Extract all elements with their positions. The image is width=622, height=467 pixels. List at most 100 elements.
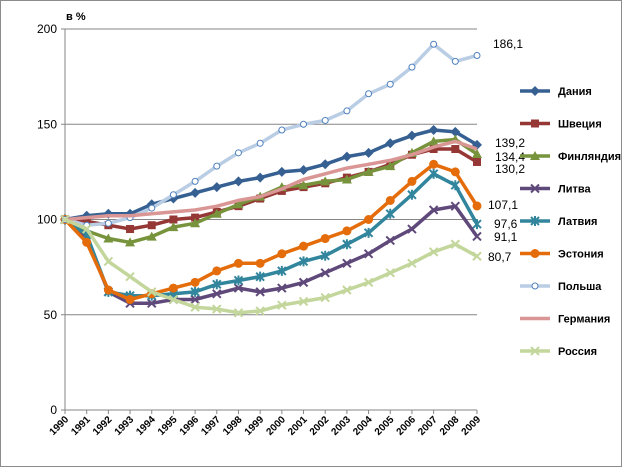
data-point (450, 239, 461, 249)
data-point (385, 268, 395, 278)
data-point (298, 277, 309, 288)
data-point (406, 130, 417, 141)
data-point (429, 159, 439, 169)
data-point (300, 120, 308, 128)
data-point (147, 287, 157, 297)
data-point (81, 224, 92, 234)
data-point (125, 295, 135, 305)
data-point (385, 208, 395, 219)
data-point (125, 237, 136, 247)
x-tick-label: 2006 (395, 414, 419, 438)
y-tick-label: 0 (50, 403, 57, 417)
data-point (190, 286, 200, 297)
x-tick-label: 1998 (221, 414, 245, 438)
data-point (190, 294, 200, 305)
data-point (429, 145, 438, 154)
data-point (82, 237, 92, 247)
data-point (277, 300, 287, 310)
data-point (451, 145, 460, 154)
legend-label: Германия (558, 314, 610, 326)
data-point (234, 149, 242, 157)
data-point (343, 107, 351, 115)
x-tick-label: 2004 (351, 414, 375, 438)
data-point (428, 205, 439, 215)
legend-label: Россия (558, 346, 597, 358)
data-point (103, 233, 114, 243)
data-point (450, 167, 460, 177)
data-point (211, 182, 222, 193)
value-label: 134,4 (495, 150, 525, 164)
x-tick-label: 1996 (178, 414, 202, 438)
data-point (168, 283, 178, 293)
y-tick-label: 50 (44, 308, 58, 322)
data-point (407, 189, 417, 200)
legend-label: Литва (558, 184, 591, 196)
data-point (169, 215, 178, 224)
x-tick-label: 2000 (264, 414, 288, 438)
data-point (213, 162, 221, 170)
data-point (408, 63, 416, 71)
x-tick-label: 1999 (243, 414, 267, 438)
x-tick-label: 1992 (91, 414, 115, 438)
data-point (298, 256, 309, 267)
series-line (64, 139, 478, 222)
data-point (385, 195, 395, 205)
legend-swatch-marker (530, 216, 540, 226)
x-tick-label: 1990 (48, 414, 72, 438)
data-point (320, 250, 330, 261)
data-point (212, 304, 222, 314)
data-point (298, 296, 309, 307)
data-point (190, 277, 200, 287)
data-point (428, 247, 439, 257)
data-point (320, 176, 331, 186)
value-label: 91,1 (494, 230, 518, 244)
data-point (298, 164, 309, 175)
x-tick-label: 2002 (308, 414, 332, 438)
x-tick-label: 1995 (156, 414, 180, 438)
data-point (212, 279, 222, 290)
data-point (472, 148, 482, 158)
legend-item: Германия (520, 314, 610, 326)
legend-label: Эстония (558, 249, 604, 261)
data-point (363, 166, 374, 176)
legend-item: Литва (520, 184, 591, 196)
data-point (365, 90, 373, 98)
data-point (168, 222, 179, 232)
legend-label: Дания (558, 86, 592, 98)
data-point (450, 126, 461, 137)
legend-label: Польша (558, 281, 602, 293)
series-латвия (60, 168, 482, 301)
data-point (341, 151, 352, 162)
x-tick-label: 1994 (134, 414, 158, 438)
data-point (212, 289, 222, 299)
data-point (233, 258, 243, 268)
legend-swatch-marker (531, 282, 539, 290)
x-tick-label: 2003 (330, 414, 354, 438)
data-point (385, 235, 395, 246)
x-tick-label: 1993 (113, 414, 137, 438)
data-point (169, 191, 177, 199)
legend-item: Финляндия (520, 151, 621, 163)
legend-item: Швеция (520, 119, 602, 131)
x-tick-label: 2009 (460, 414, 484, 438)
x-tick-label: 2007 (416, 414, 440, 438)
data-point (428, 168, 439, 179)
data-point (125, 271, 135, 282)
data-point (277, 249, 287, 259)
data-point (407, 258, 417, 269)
data-point (233, 275, 244, 286)
data-point (103, 256, 114, 267)
data-point (82, 217, 91, 226)
series-германия (64, 139, 478, 222)
value-label: 107,1 (488, 198, 518, 212)
data-point (255, 172, 266, 183)
data-point (168, 294, 179, 305)
data-point (363, 227, 374, 238)
y-axis-label: в % (66, 11, 86, 23)
series-эстония (60, 159, 482, 305)
data-point (190, 302, 200, 312)
data-point (472, 251, 482, 261)
legend-item: Польша (520, 281, 602, 293)
